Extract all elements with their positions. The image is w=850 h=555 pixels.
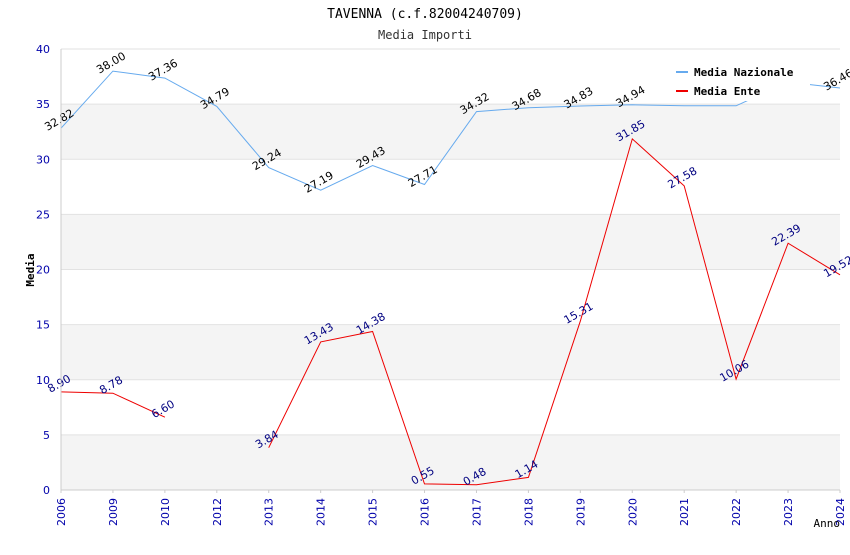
x-tick-label: 2014 — [315, 498, 328, 526]
chart-subtitle: Media Importi — [378, 28, 472, 42]
y-tick-label: 0 — [43, 484, 50, 497]
y-tick-label: 10 — [36, 374, 50, 387]
x-tick-label: 2018 — [522, 498, 535, 526]
x-tick-label: 2010 — [159, 498, 172, 526]
x-tick-label: 2024 — [834, 498, 847, 526]
grid-band — [61, 434, 840, 490]
legend-label: Media Nazionale — [694, 66, 794, 79]
x-tick-label: 2015 — [367, 498, 380, 526]
y-tick-label: 25 — [36, 208, 50, 221]
y-tick-label: 35 — [36, 98, 50, 111]
legend-box — [670, 61, 810, 101]
x-tick-label: 2009 — [107, 498, 120, 526]
x-tick-label: 2023 — [782, 498, 795, 526]
series-line-media-nazionale — [60, 70, 841, 191]
y-tick-label: 40 — [36, 43, 50, 56]
background-bands — [61, 49, 840, 490]
series-line-media-ente — [60, 391, 166, 418]
x-tick-label: 2021 — [678, 498, 691, 526]
x-tick-label: 2013 — [263, 498, 276, 526]
grid-band — [61, 214, 840, 270]
x-axis-title: Anno — [814, 517, 841, 530]
y-axis-title: Media — [24, 253, 37, 286]
x-tick-label: 2016 — [419, 498, 432, 526]
x-tick-label: 2006 — [55, 498, 68, 526]
grid-band — [61, 269, 840, 325]
grid-band — [61, 379, 840, 435]
x-tick-label: 2020 — [626, 498, 639, 526]
y-tick-label: 5 — [43, 429, 50, 442]
grid-band — [61, 159, 840, 215]
x-tick-label: 2017 — [470, 498, 483, 526]
series-lines — [60, 70, 841, 486]
x-tick-label: 2012 — [211, 498, 224, 526]
legend: Media Nazionale Media Ente — [670, 61, 810, 101]
y-tick-label: 15 — [36, 319, 50, 332]
axes: 0 5 10 15 20 25 30 35 40 2006 2009 2010 2012 2013 2014… — [24, 43, 847, 530]
chart-title: TAVENNA (c.f.82004240709) — [327, 7, 523, 22]
legend-label: Media Ente — [694, 85, 761, 98]
y-tick-label: 30 — [36, 153, 50, 166]
grid-band — [61, 104, 840, 160]
grid-band — [61, 324, 840, 380]
series-line-media-ente — [268, 137, 841, 486]
x-tick-label: 2022 — [730, 498, 743, 526]
x-tick-label: 2019 — [574, 498, 587, 526]
y-tick-label: 20 — [36, 264, 50, 277]
